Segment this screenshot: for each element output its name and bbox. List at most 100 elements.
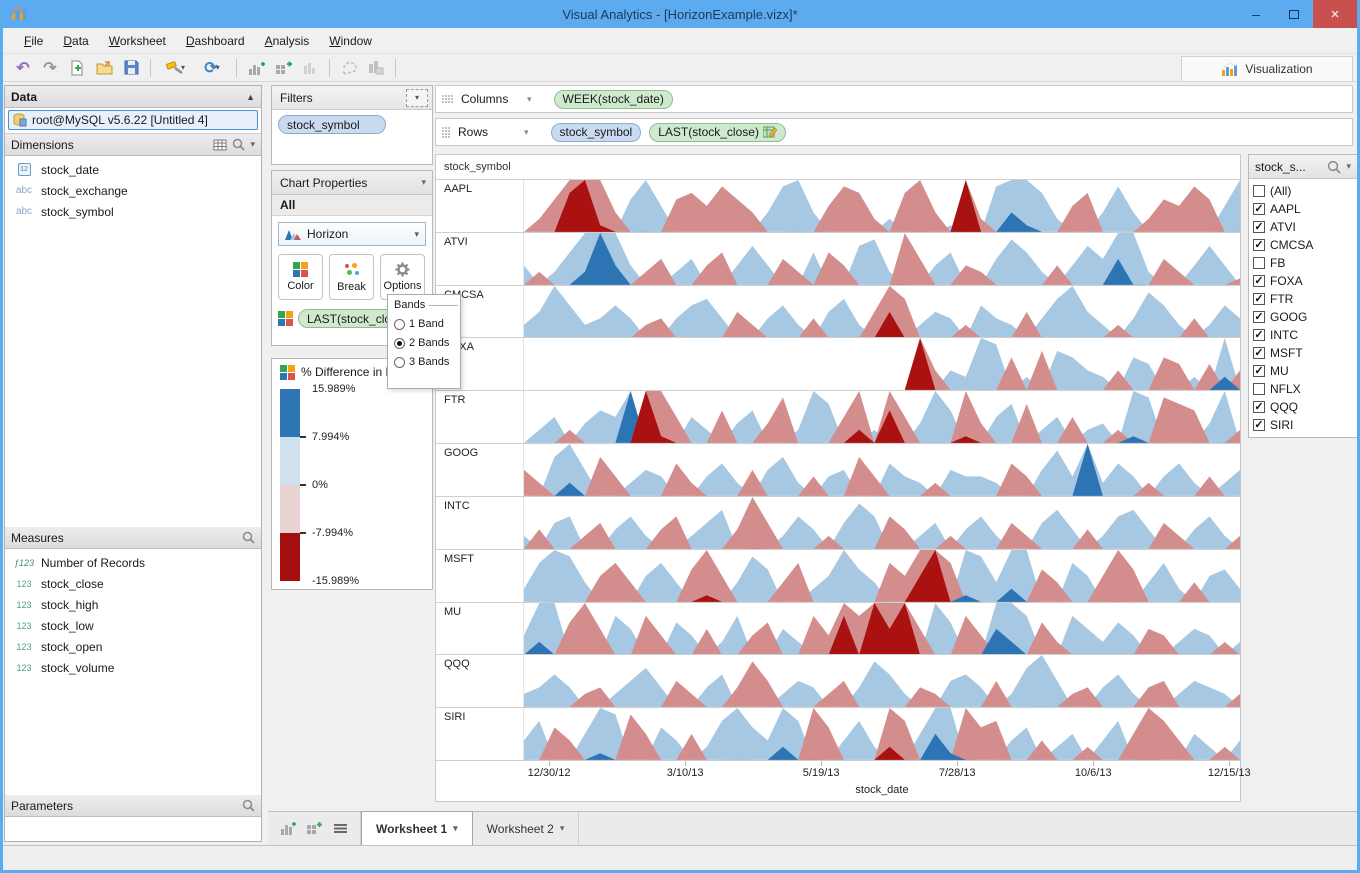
symbol-filter-item-foxa[interactable]: ✓ FOXA bbox=[1253, 272, 1353, 290]
chart-properties-caret-icon[interactable]: ▾ bbox=[421, 177, 426, 187]
redo-button[interactable]: ↷ bbox=[38, 57, 62, 79]
new-file-button[interactable] bbox=[65, 57, 89, 79]
checkbox-checked[interactable]: ✓ bbox=[1253, 311, 1265, 323]
bands-option-2-bands[interactable]: 2 Bands bbox=[394, 337, 460, 349]
checkbox-checked[interactable]: ✓ bbox=[1253, 203, 1265, 215]
tab-worksheet-2[interactable]: Worksheet 2 ▾ bbox=[473, 812, 580, 845]
worksheet-list-icon[interactable] bbox=[333, 823, 348, 835]
filters-dropdown-button[interactable]: ▾ bbox=[406, 88, 428, 107]
radio-unselected[interactable] bbox=[394, 318, 405, 330]
bands-option-1-band[interactable]: 1 Band bbox=[394, 318, 460, 330]
chart-row-plot-ftr[interactable] bbox=[524, 391, 1240, 444]
symbol-filter-item-fb[interactable]: FB bbox=[1253, 254, 1353, 272]
magic-wand-button[interactable]: ▾ bbox=[158, 57, 192, 79]
add-dashboard-icon[interactable] bbox=[306, 821, 323, 836]
shelf-pill-stock-symbol[interactable]: stock_symbol bbox=[550, 122, 642, 142]
search-icon[interactable] bbox=[1327, 160, 1342, 174]
rows-caret-icon[interactable]: ▾ bbox=[524, 126, 529, 137]
refresh-caret[interactable]: ▾ bbox=[215, 63, 220, 72]
add-worksheet-icon[interactable] bbox=[280, 821, 296, 836]
menu-item-file[interactable]: File bbox=[24, 33, 44, 48]
close-button[interactable]: × bbox=[1313, 0, 1357, 28]
symbol-filter-item-all[interactable]: (All) bbox=[1253, 182, 1353, 200]
symbol-filter-item-mu[interactable]: ✓ MU bbox=[1253, 362, 1353, 380]
columns-shelf[interactable]: Columns ▾ WEEK(stock_date) bbox=[435, 85, 1353, 113]
bands-option-3-bands[interactable]: 3 Bands bbox=[394, 356, 460, 368]
menu-item-data[interactable]: Data bbox=[63, 33, 89, 48]
menu-item-worksheet[interactable]: Worksheet bbox=[108, 33, 166, 48]
chart-row-plot-aapl[interactable] bbox=[524, 180, 1240, 232]
undo-button[interactable]: ↶ bbox=[11, 57, 35, 79]
color-button[interactable]: Color bbox=[278, 254, 323, 300]
checkbox-checked[interactable]: ✓ bbox=[1253, 401, 1265, 413]
checkbox-checked[interactable]: ✓ bbox=[1253, 239, 1265, 251]
field-Number of Records[interactable]: ƒ123 Number of Records bbox=[5, 552, 261, 573]
shelf-pill-week-stock-date-[interactable]: WEEK(stock_date) bbox=[553, 89, 673, 109]
field-stock_close[interactable]: 123 stock_close bbox=[5, 573, 261, 594]
symbol-filter-item-ftr[interactable]: ✓ FTR bbox=[1253, 290, 1353, 308]
chart-row-plot-qqq[interactable] bbox=[524, 655, 1240, 708]
checkbox-checked[interactable]: ✓ bbox=[1253, 221, 1265, 233]
chart-row-plot-atvi[interactable] bbox=[524, 232, 1240, 285]
add-chart-button[interactable] bbox=[244, 57, 268, 79]
symbol-filter-item-intc[interactable]: ✓ INTC bbox=[1253, 326, 1353, 344]
chart-row-plot-goog[interactable] bbox=[524, 444, 1240, 496]
symbol-filter-item-goog[interactable]: ✓ GOOG bbox=[1253, 308, 1353, 326]
radio-selected[interactable] bbox=[394, 337, 405, 349]
bar-chart-button[interactable] bbox=[298, 57, 322, 79]
tab-worksheet-1[interactable]: Worksheet 1 ▾ bbox=[361, 811, 473, 845]
menu-item-window[interactable]: Window bbox=[329, 33, 372, 48]
magic-wand-caret[interactable]: ▾ bbox=[180, 63, 185, 72]
symbol-filter-item-msft[interactable]: ✓ MSFT bbox=[1253, 344, 1353, 362]
chart-type-select[interactable]: Horizon ▾ bbox=[278, 222, 426, 246]
color-field-pill[interactable]: LAST(stock_close) bbox=[298, 309, 410, 328]
search-icon[interactable] bbox=[242, 531, 255, 544]
tab-caret-icon[interactable]: ▾ bbox=[559, 823, 565, 833]
radio-unselected[interactable] bbox=[394, 356, 405, 368]
refresh-button[interactable]: ⟳ ▾ bbox=[195, 57, 229, 79]
chart-row-plot-siri[interactable] bbox=[524, 708, 1240, 760]
open-file-button[interactable] bbox=[92, 57, 116, 79]
checkbox-checked[interactable]: ✓ bbox=[1253, 347, 1265, 359]
add-crosstab-button[interactable] bbox=[271, 57, 295, 79]
search-icon[interactable] bbox=[232, 138, 246, 151]
checkbox-unchecked[interactable] bbox=[1253, 383, 1265, 395]
field-stock_symbol[interactable]: abc stock_symbol bbox=[5, 201, 261, 222]
symbol-filter-item-siri[interactable]: ✓ SIRI bbox=[1253, 416, 1353, 434]
lasso-button[interactable] bbox=[337, 57, 361, 79]
field-stock_volume[interactable]: 123 stock_volume bbox=[5, 657, 261, 678]
chart-row-plot-msft[interactable] bbox=[524, 549, 1240, 602]
chart-row-plot-cmcsa[interactable] bbox=[524, 285, 1240, 338]
table-icon[interactable] bbox=[213, 139, 227, 151]
symbol-filter-item-nflx[interactable]: NFLX bbox=[1253, 380, 1353, 398]
minimize-button[interactable]: – bbox=[1252, 6, 1260, 22]
tab-caret-icon[interactable]: ▾ bbox=[453, 823, 458, 833]
checkbox-unchecked[interactable] bbox=[1253, 257, 1265, 269]
menu-item-dashboard[interactable]: Dashboard bbox=[185, 33, 245, 48]
columns-caret-icon[interactable]: ▾ bbox=[527, 93, 532, 104]
rows-shelf[interactable]: Rows ▾ stock_symbol LAST(stock_close) bbox=[435, 118, 1353, 146]
chart-row-plot-foxa[interactable] bbox=[524, 338, 1240, 391]
checkbox-unchecked[interactable] bbox=[1253, 185, 1265, 197]
field-stock_open[interactable]: 123 stock_open bbox=[5, 636, 261, 657]
maximize-button[interactable] bbox=[1275, 0, 1313, 28]
field-stock_low[interactable]: 123 stock_low bbox=[5, 615, 261, 636]
field-stock_exchange[interactable]: abc stock_exchange bbox=[5, 180, 261, 201]
checkbox-checked[interactable]: ✓ bbox=[1253, 329, 1265, 341]
chart-row-plot-mu[interactable] bbox=[524, 602, 1240, 655]
chart-board-button[interactable] bbox=[364, 57, 388, 79]
field-stock_date[interactable]: 12 stock_date bbox=[5, 159, 261, 180]
break-button[interactable]: Break bbox=[329, 254, 374, 300]
filter-pill-stock-symbol[interactable]: stock_symbol bbox=[278, 115, 386, 134]
save-button[interactable] bbox=[119, 57, 143, 79]
dimensions-caret-icon[interactable]: ▾ bbox=[250, 139, 255, 149]
checkbox-checked[interactable]: ✓ bbox=[1253, 293, 1265, 305]
checkbox-checked[interactable]: ✓ bbox=[1253, 365, 1265, 377]
search-icon[interactable] bbox=[242, 799, 255, 812]
symbol-filter-caret-icon[interactable]: ▾ bbox=[1346, 161, 1351, 171]
symbol-filter-item-cmcsa[interactable]: ✓ CMCSA bbox=[1253, 236, 1353, 254]
checkbox-checked[interactable]: ✓ bbox=[1253, 419, 1265, 431]
visualization-tab[interactable]: Visualization bbox=[1181, 56, 1353, 81]
collapse-expand-icon[interactable]: ▲ bbox=[246, 91, 255, 102]
symbol-filter-item-atvi[interactable]: ✓ ATVI bbox=[1253, 218, 1353, 236]
